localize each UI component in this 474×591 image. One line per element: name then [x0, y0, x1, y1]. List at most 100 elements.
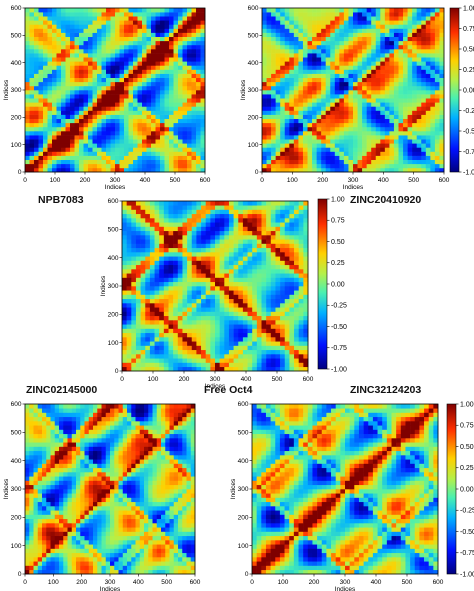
heatmap-cell: [275, 213, 281, 219]
heatmap-cell: [262, 77, 267, 83]
heatmap-cell: [343, 65, 349, 70]
heatmap-cell: [93, 565, 98, 571]
heatmap-cell: [298, 143, 304, 148]
heatmap-cell: [371, 122, 377, 128]
heatmap-cell: [298, 36, 304, 42]
heatmap-cell: [298, 366, 304, 372]
heatmap-cell: [421, 85, 427, 91]
heatmap-cell: [389, 163, 395, 169]
heatmap-cell: [97, 118, 102, 124]
heatmap-cell: [29, 40, 35, 46]
heatmap-cell: [275, 307, 281, 312]
heatmap-cell: [110, 24, 116, 29]
heatmap-cell: [266, 159, 272, 165]
heatmap-cell: [101, 569, 107, 575]
heatmap-cell: [92, 20, 98, 25]
heatmap-cell: [140, 213, 146, 219]
heatmap-cell: [266, 49, 272, 54]
heatmap-cell: [83, 16, 89, 21]
heatmap-cell: [348, 40, 354, 46]
heatmap-cell: [43, 8, 48, 13]
heatmap-cell: [43, 167, 48, 173]
heatmap-cell: [439, 135, 445, 140]
heatmap-cell: [407, 167, 413, 173]
heatmap-cell: [126, 328, 132, 334]
heatmap-cell: [163, 354, 169, 359]
heatmap-cell: [140, 328, 146, 334]
heatmap-cell: [187, 264, 193, 270]
heatmap-cell: [205, 226, 211, 232]
heatmap-cell: [439, 163, 445, 169]
heatmap-cell: [228, 315, 234, 321]
heatmap-cell: [348, 167, 354, 173]
heatmap-cell: [83, 126, 89, 132]
heatmap-cell: [163, 345, 169, 351]
heatmap-cell: [155, 32, 161, 37]
heatmap-cell: [266, 349, 272, 355]
heatmap-cell: [159, 243, 165, 249]
heatmap-cell: [159, 252, 165, 257]
heatmap-cell: [115, 32, 120, 37]
heatmap-cell: [357, 122, 363, 128]
heatmap-cell: [88, 8, 93, 13]
heatmap-cell: [238, 247, 244, 253]
heatmap-cell: [196, 57, 201, 62]
heatmap-cell: [76, 569, 81, 575]
heatmap-cell: [366, 28, 372, 33]
heatmap-cell: [146, 73, 152, 78]
heatmap-cell: [34, 131, 39, 136]
colorbar-tick-label: 1.00: [331, 196, 345, 203]
heatmap-cell: [151, 73, 156, 78]
heatmap-cell: [97, 569, 102, 575]
heatmap-cell: [398, 36, 404, 42]
heatmap-cell: [362, 44, 367, 50]
heatmap-cell: [280, 151, 286, 156]
heatmap-cell: [196, 147, 201, 152]
heatmap-cell: [70, 57, 75, 62]
heatmap-cell: [316, 8, 322, 13]
heatmap-cell: [101, 12, 107, 17]
heatmap-cell: [289, 106, 295, 111]
heatmap-cell: [403, 12, 408, 17]
heatmap-cell: [362, 147, 367, 152]
heatmap-cell: [187, 205, 193, 210]
heatmap-cell: [303, 226, 309, 232]
heatmap-cell: [79, 53, 84, 58]
heatmap-cell: [362, 8, 367, 13]
heatmap-cell: [177, 281, 183, 287]
heatmap-cell: [434, 159, 440, 165]
heatmap-cell: [70, 163, 75, 169]
heatmap-cell: [330, 147, 336, 152]
heatmap-cell: [228, 230, 234, 236]
heatmap-cell: [196, 65, 201, 70]
heatmap-cell: [177, 349, 183, 355]
heatmap-cell: [242, 213, 248, 219]
heatmap-cell: [146, 8, 152, 13]
heatmap-cell: [339, 94, 345, 99]
heatmap-cell: [160, 61, 165, 66]
heatmap-cell: [293, 69, 299, 74]
heatmap-cell: [325, 32, 331, 37]
heatmap-cell: [389, 81, 395, 87]
heatmap-cell: [154, 354, 160, 359]
heatmap-cell: [416, 32, 422, 37]
heatmap-cell: [270, 209, 276, 215]
heatmap-cell: [275, 81, 281, 87]
heatmap-cell: [312, 57, 317, 62]
heatmap-cell: [154, 247, 160, 253]
heatmap-cell: [74, 32, 80, 37]
heatmap-cell: [182, 332, 188, 338]
heatmap-cell: [416, 44, 422, 50]
heatmap-cell: [119, 16, 125, 21]
heatmap-cell: [271, 65, 276, 70]
heatmap-cell: [56, 126, 62, 132]
heatmap-cell: [196, 110, 201, 115]
heatmap-cell: [238, 320, 244, 325]
heatmap-cell: [155, 131, 161, 136]
heatmap-cell: [298, 53, 304, 58]
heatmap-cell: [83, 167, 89, 173]
heatmap-cell: [398, 163, 404, 169]
heatmap-cell: [61, 65, 66, 70]
heatmap-cell: [101, 98, 107, 103]
heatmap-cell: [307, 81, 313, 87]
